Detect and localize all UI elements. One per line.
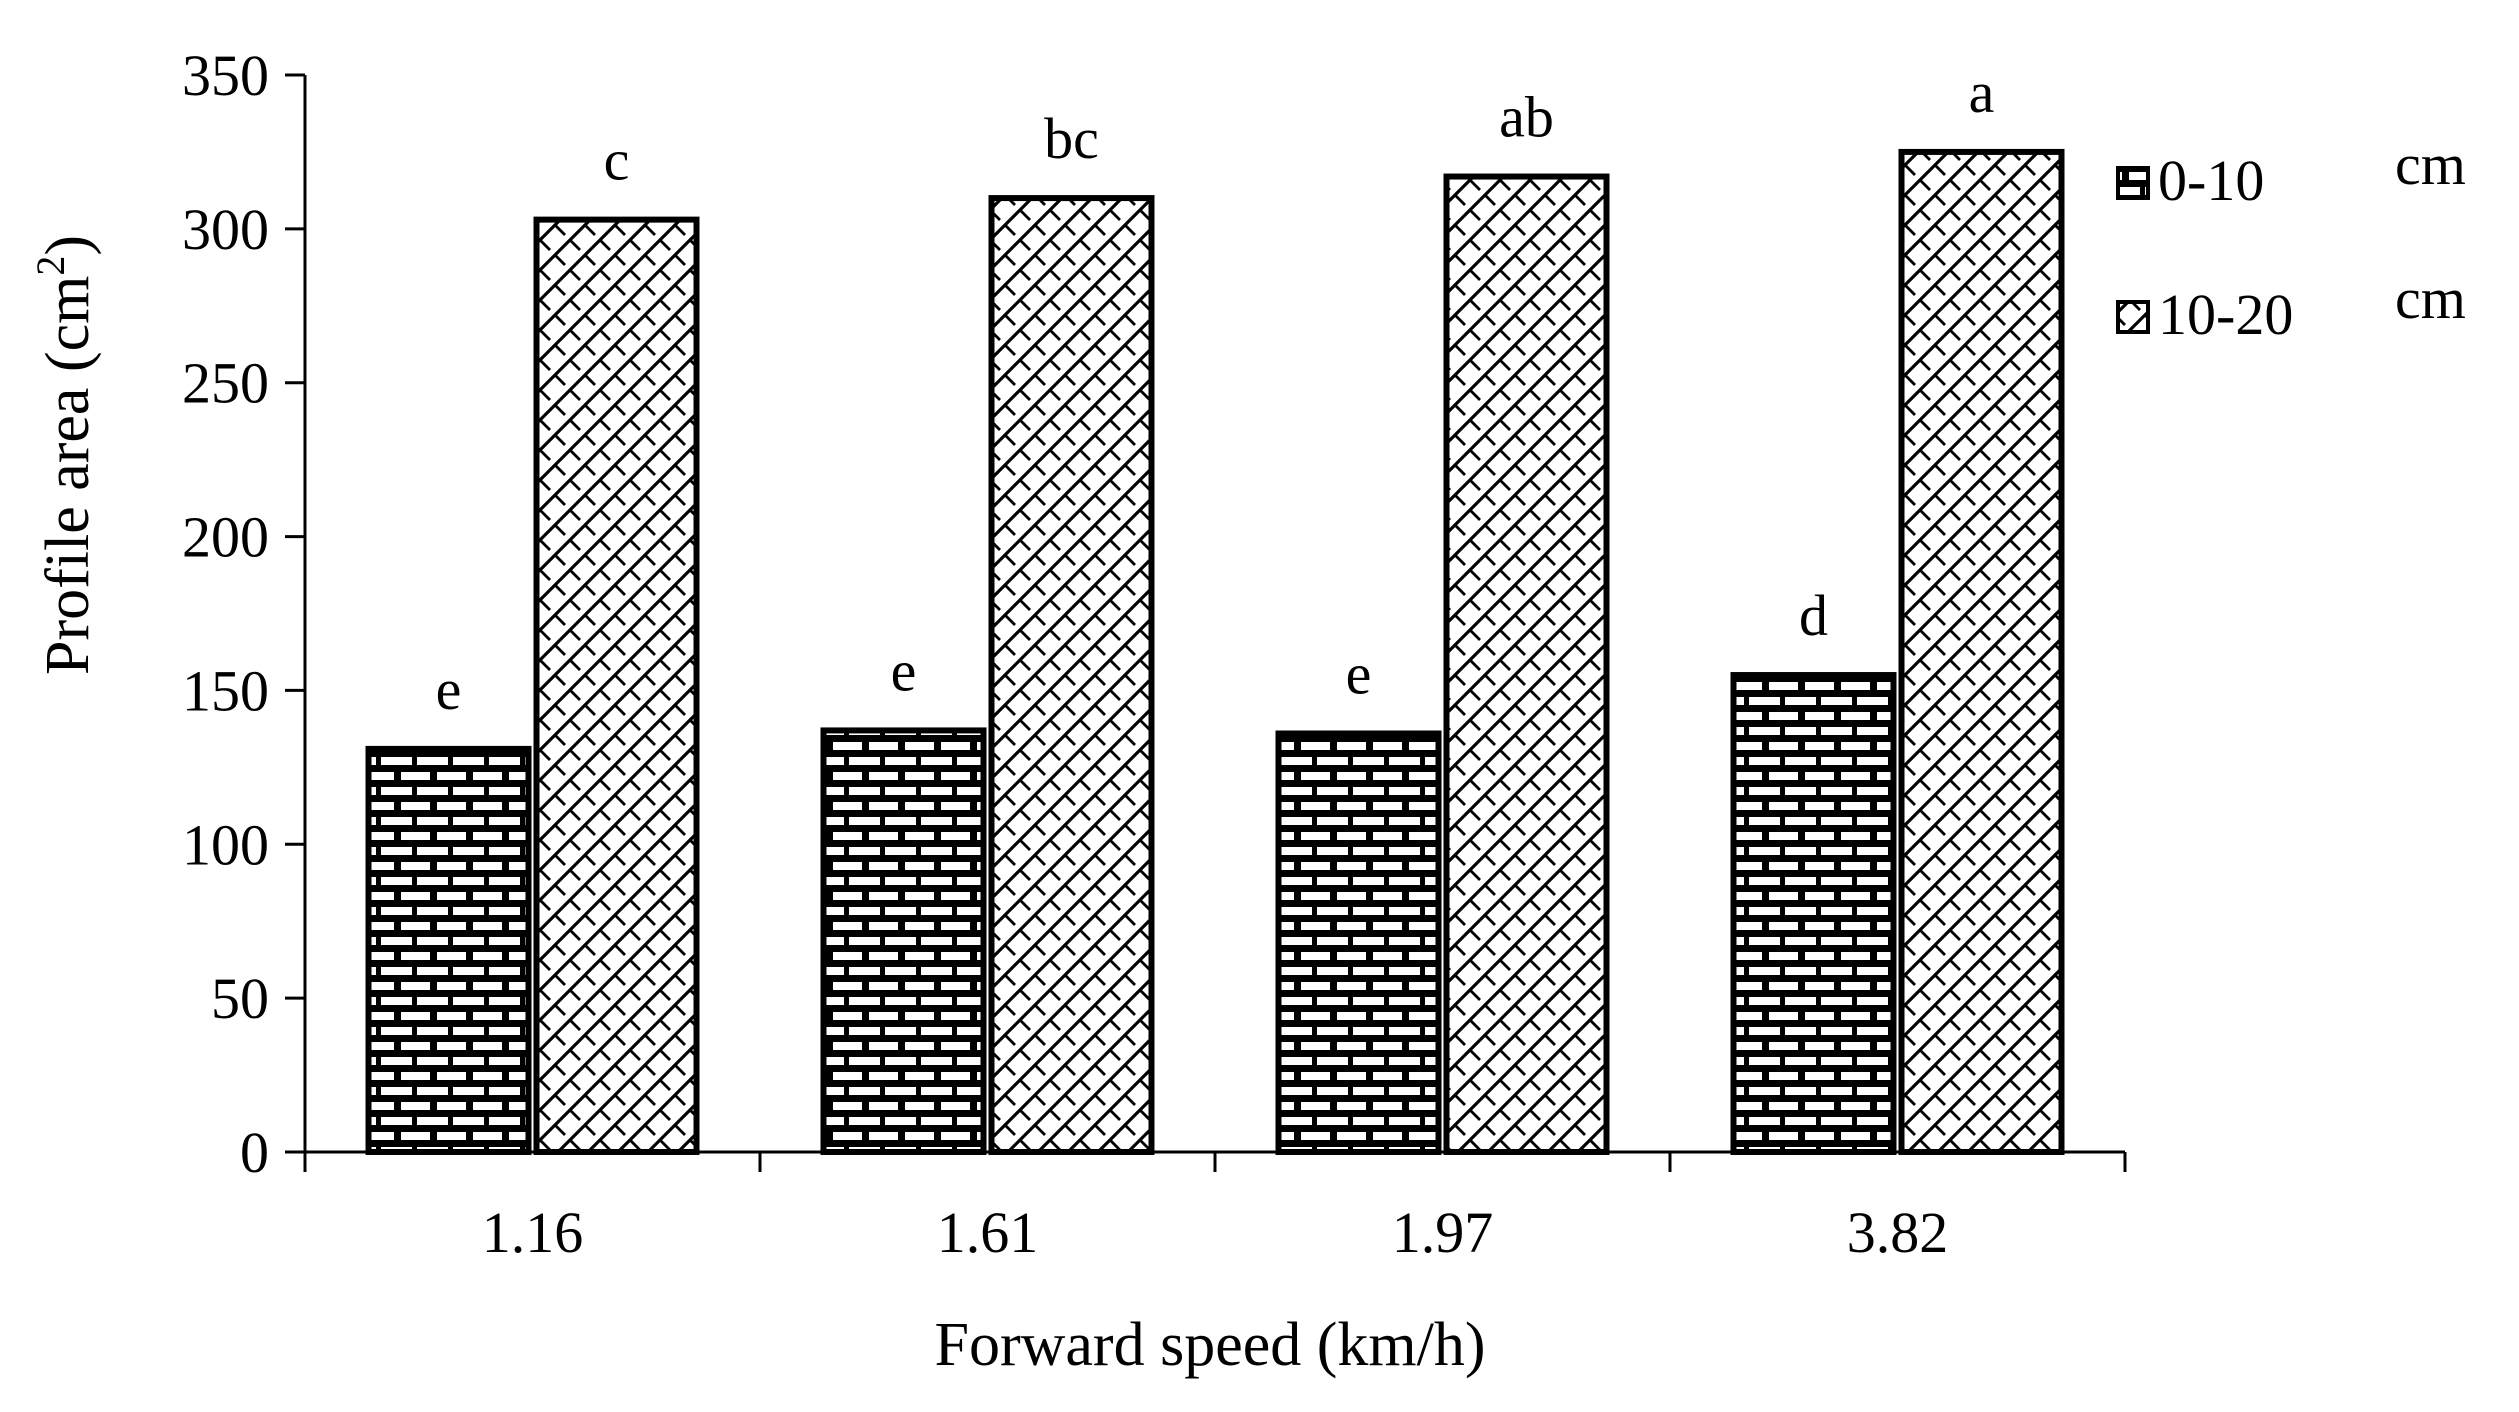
x-tick-label: 1.16 — [482, 1200, 584, 1265]
legend-swatch-10-20 — [2116, 300, 2150, 334]
significance-label: e — [891, 638, 917, 703]
y-tick-label: 250 — [182, 351, 269, 416]
x-tick-label: 1.97 — [1392, 1200, 1494, 1265]
legend-unit-0-10: cm — [2395, 132, 2466, 197]
bar-10-20-1.97 — [1443, 173, 1610, 1155]
significance-label: e — [436, 657, 462, 722]
bar-10-20-1.16 — [533, 216, 700, 1155]
significance-label: bc — [1044, 106, 1099, 171]
significance-label: ab — [1499, 85, 1554, 150]
y-tick-label: 100 — [182, 812, 269, 877]
x-axis-title: Forward speed (km/h) — [935, 1311, 1486, 1379]
bar-0-10-1.61 — [820, 727, 987, 1156]
y-axis-title: Profile area (cm2) — [28, 235, 102, 675]
y-tick-label: 150 — [182, 658, 269, 723]
legend: 0-10 cm 10-20 cm — [2116, 132, 2466, 347]
y-tick-label: 200 — [182, 505, 269, 570]
y-axis-title-superscript: 2 — [28, 256, 73, 276]
x-tick-label: 1.61 — [937, 1200, 1039, 1265]
legend-unit-10-20: cm — [2395, 266, 2466, 331]
bar-10-20-3.82 — [1898, 148, 2065, 1155]
significance-label: a — [1969, 60, 1995, 125]
x-tick-label: 3.82 — [1847, 1200, 1949, 1265]
bar-10-20-1.61 — [988, 195, 1155, 1156]
significance-label: c — [604, 128, 630, 193]
y-axis-title-close: ) — [34, 235, 102, 256]
y-tick-label: 300 — [182, 197, 269, 262]
y-tick-label: 50 — [211, 966, 269, 1031]
bar-0-10-3.82 — [1730, 672, 1897, 1155]
y-axis-title-text: Profile area (cm — [34, 276, 102, 675]
legend-label-0-10: 0-10 — [2158, 148, 2264, 213]
plot-area: 0 50 100 150 200 250 300 350 1.16 1.61 1.97 3.82 e c e… — [182, 43, 2127, 1265]
y-tick-label: 0 — [240, 1120, 269, 1185]
legend-swatch-0-10 — [2116, 166, 2150, 200]
bar-0-10-1.16 — [365, 745, 532, 1155]
significance-label: e — [1346, 642, 1372, 707]
significance-label: d — [1799, 583, 1828, 648]
bar-0-10-1.97 — [1275, 730, 1442, 1155]
y-tick-label: 350 — [182, 43, 269, 108]
legend-label-10-20: 10-20 — [2158, 282, 2293, 347]
